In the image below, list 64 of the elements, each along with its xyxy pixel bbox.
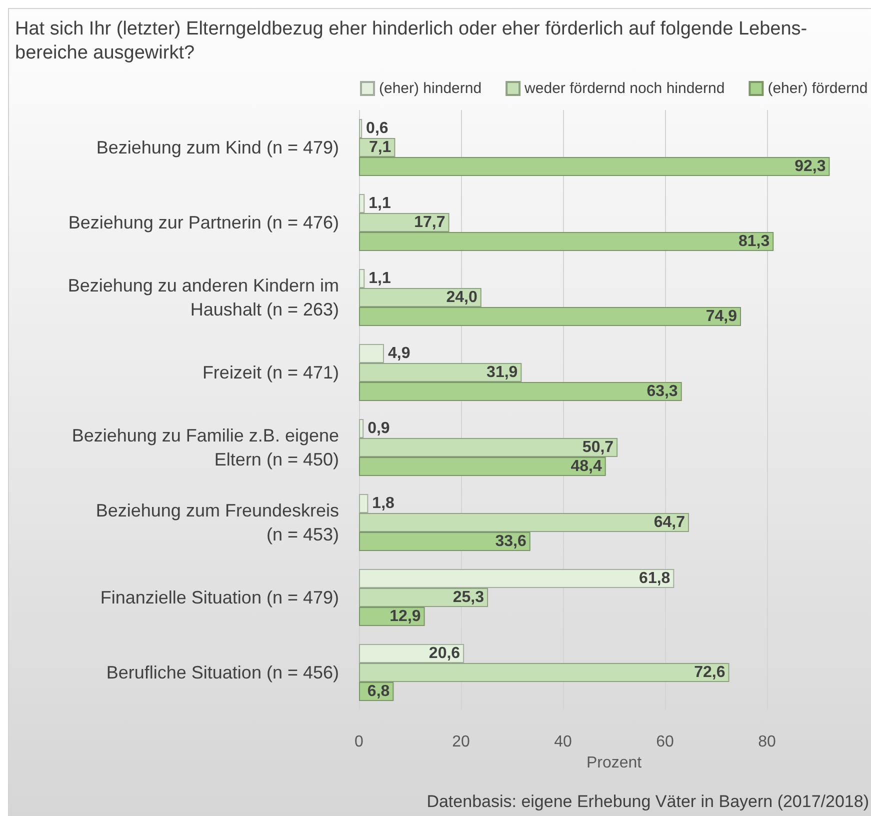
bar (359, 513, 689, 532)
y-tick-label: Beziehung zu Familie z.B. eigene Eltern (n = 450) (72, 426, 339, 470)
bar (359, 269, 365, 288)
x-tick-label: 60 (656, 734, 674, 750)
data-label: 74,9 (706, 308, 738, 325)
y-tick-label: Beziehung zum Freundeskreis (n = 453) (96, 500, 339, 544)
x-tick-label: 0 (354, 734, 364, 750)
x-tick-label: 20 (452, 734, 470, 750)
bar (359, 194, 365, 213)
bar (359, 213, 450, 232)
x-tick-label: 40 (554, 734, 572, 750)
y-tick-label: Beziehung zu anderen Kindern im Haushalt (n = 263) (68, 276, 339, 320)
data-label: 72,6 (694, 664, 726, 681)
data-label: 1,1 (368, 270, 391, 287)
data-label: 4,9 (388, 345, 410, 362)
data-label: 61,8 (639, 570, 670, 587)
data-label: 24,0 (446, 289, 478, 306)
data-label: 48,4 (570, 458, 602, 475)
data-label: 1,8 (372, 495, 395, 512)
bar (359, 119, 362, 138)
data-label: 17,7 (414, 214, 446, 231)
y-tick-label: Beziehung zur Partnerin (n = 476) (68, 212, 339, 232)
data-label: 25,3 (452, 589, 484, 606)
bar (359, 457, 606, 476)
data-label: 7,1 (368, 139, 392, 156)
data-label: 33,6 (495, 533, 526, 550)
data-label: 0,6 (366, 120, 388, 137)
data-label: 92,3 (794, 158, 826, 175)
data-label: 63,3 (646, 383, 678, 400)
bar (359, 494, 368, 513)
bar (359, 363, 522, 382)
x-axis-title: Prozent (586, 754, 642, 772)
y-tick-label: Finanzielle Situation (n = 479) (100, 588, 339, 608)
data-label: 31,9 (486, 364, 518, 381)
y-tick-label: Freizeit (n = 471) (202, 362, 339, 382)
y-tick-label: Beziehung zum Kind (n = 479) (96, 138, 339, 158)
bar (359, 307, 741, 326)
data-label: 12,9 (390, 608, 421, 625)
bar (359, 157, 830, 176)
bar (359, 588, 488, 607)
legend-label: (eher) fördernd (768, 80, 868, 97)
y-tick-label: Berufliche Situation (n = 456) (106, 662, 339, 682)
data-label: 20,6 (428, 645, 460, 662)
text: Datenbasis: eigene Erhebung Väter in Bayern (2017/2018) (426, 792, 870, 811)
bar (359, 382, 682, 401)
bar (359, 232, 774, 251)
bar (359, 644, 464, 663)
data-label: 81,3 (738, 233, 770, 250)
bar (359, 569, 674, 588)
bar (359, 663, 730, 682)
bar (359, 344, 384, 363)
data-label: 6,8 (367, 683, 390, 700)
data-label: 1,1 (368, 195, 391, 212)
x-tick-label: 80 (758, 734, 776, 750)
bar (359, 532, 530, 551)
legend-label: (eher) hindernd (379, 80, 482, 97)
data-label: 50,7 (582, 439, 614, 456)
bar (359, 438, 618, 457)
legend-label: weder fördernd noch hindernd (524, 80, 725, 97)
bar (359, 288, 482, 307)
data-label: 0,9 (368, 420, 390, 437)
bar (359, 419, 364, 438)
data-label: 64,7 (654, 514, 686, 531)
chart-title: Hat sich Ihr (letzter) Elterngeldbezug eher hinderlich oder eher förderlich auf folgende Lebens- bereiche ausgewirkt? (15, 18, 808, 64)
